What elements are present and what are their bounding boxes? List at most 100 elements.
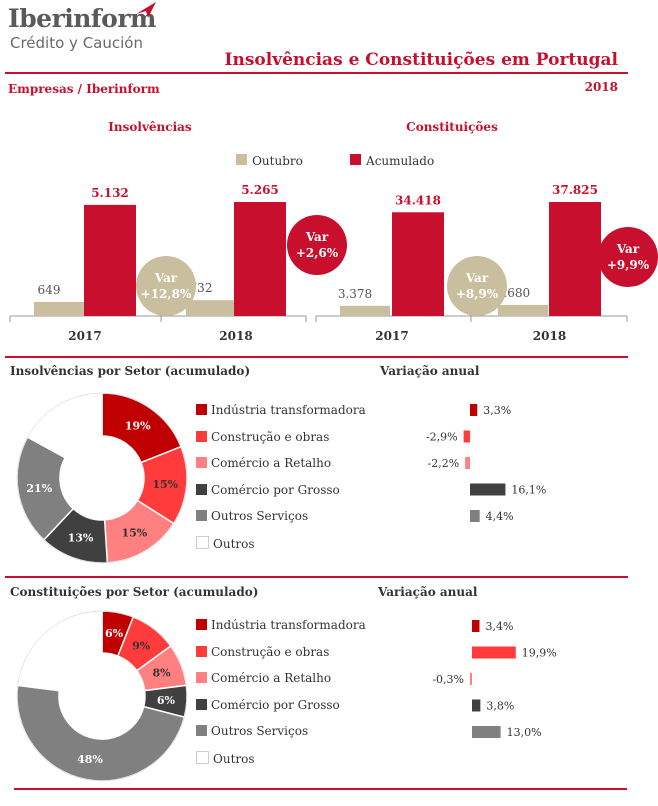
legend-swatch [196,645,207,657]
bar-charts: 20176495.13220187325.265Var+12,8%Var+2,6… [9,183,658,343]
pie-slice-label: 21% [26,482,52,495]
footer-divider [14,788,627,790]
data-label: 37.825 [552,183,598,197]
var-badge-value: +9,9% [607,258,650,272]
var-badge [447,256,507,316]
variation-bar [465,457,470,469]
pie-title-insolvencias: Insolvências por Setor (acumulado) [10,364,251,378]
bar-acumulado-2018 [549,202,601,316]
bar-acumulado-2018 [234,202,286,316]
variation-label: 16,1% [511,484,546,497]
pie-outline [16,610,188,782]
variation-label: -0,3% [432,673,464,686]
legend-label: Outros Serviços [211,509,309,523]
variation-label: 3,4% [485,620,513,633]
legend-item: Comércio a Retalho [196,456,366,483]
legend-swatch [196,483,207,495]
var-badge-label: Var [154,271,178,285]
variation-label: 4,4% [486,510,514,523]
legend-label: Outros [213,751,255,766]
legend-swatch [196,457,207,468]
legend-top: Outubro Acumulado [236,150,434,169]
x-tick-label: 2018 [533,329,566,343]
section-divider-1 [5,356,628,358]
legend-item: Comércio por Grosso [196,698,366,725]
pie-slice-label: 15% [152,478,178,491]
variation-bars-constituicoes: 3,4% 19,9% -0,3% 3,8% 13,0% [432,620,557,739]
pie-slice-5 [16,610,103,692]
bar-outubro-2018 [186,300,236,316]
bar-outubro-2018 [498,304,548,316]
pie-slice-label: 8% [152,666,171,679]
legend-swatch [196,619,207,630]
var-badge-label: Var [616,242,640,256]
report-year: 2018 [584,80,618,94]
variation-bar [472,726,501,738]
legend-label: Indústria transformadora [211,403,366,417]
legend-swatch [196,535,209,549]
x-tick-label: 2018 [219,329,252,343]
legend-swatch [196,750,209,764]
variation-bar [470,483,506,496]
pie-slice-label: 9% [132,639,151,652]
legend-item: Outros Serviços [196,509,366,536]
pie-slice-label: 13% [68,532,94,545]
legend-label: Comércio a Retalho [211,671,332,685]
legend-swatch-outubro [236,154,247,165]
legend-swatch [196,510,207,521]
var-badge [287,215,347,275]
logo-subtitle: Crédito y Caución [10,34,143,52]
legend-label: Comércio por Grosso [211,482,340,497]
bar-outubro-2017 [34,301,84,316]
pie-title-constituicoes: Constituições por Setor (acumulado) [10,585,259,599]
legend-item: Comércio a Retalho [196,671,366,698]
variation-bar [472,646,516,659]
pie-chart-insolvencias: 19% 15% 15% 13% 21% [16,392,188,564]
bar-acumulado-2017 [84,204,136,316]
pie-legend-insolvencias: Indústria transformadora Construção e obr… [196,403,366,562]
variation-label: 3,8% [486,700,514,713]
pie-slice-label: 6% [105,627,124,640]
pie-slice-label: 15% [121,527,147,540]
pie-chart-constituicoes: 6% 9% 8% 6% 48% [16,610,188,782]
var-badge-label: Var [465,271,489,285]
legend-item: Outros [196,750,366,778]
legend-label: Indústria transformadora [211,618,366,632]
legend-label: Outros Serviços [211,724,309,738]
variation-bars-insolvencias: 3,3% -2,9% -2,2% 16,1% 4,4% [426,404,546,523]
variation-bar [470,404,478,416]
chart-title-insolvencias: Insolvências [108,120,192,134]
x-tick-label: 2017 [375,329,408,343]
legend-item: Outros Serviços [196,724,366,751]
variation-label: -2,9% [426,431,458,444]
legend-swatch [196,672,207,683]
variation-label: -2,2% [427,457,459,470]
legend-swatch [196,725,207,736]
data-label: 5.132 [91,186,129,200]
logo-plane-icon [136,2,156,18]
var-badge-label: Var [305,230,329,244]
legend-label: Construção e obras [211,429,330,444]
bar-acumulado-2017 [392,212,444,316]
variation-bar [463,430,470,443]
legend-label: Outros [213,536,255,551]
var-badge-value: +12,8% [141,287,192,301]
data-label: 3.378 [338,287,372,301]
variation-bar [470,510,480,522]
legend-label-acumulado: Acumulado [366,154,435,168]
pie-outline [16,392,188,564]
legend-label: Comércio a Retalho [211,456,332,470]
variation-label: 3,3% [483,404,511,417]
var-badge-value: +2,6% [296,246,339,260]
variation-title-constituicoes: Variação anual [378,585,478,599]
pie-slice-label: 6% [157,694,176,707]
variation-bar [472,699,481,712]
var-badge-value: +8,9% [456,287,499,301]
legend-swatch [196,430,207,442]
data-label: 649 [38,283,61,297]
header-divider [5,72,628,74]
pie-legend-constituicoes: Indústria transformadora Construção e obr… [196,618,366,777]
variation-bar [472,620,480,632]
var-badge [598,227,658,287]
legend-item: Comércio por Grosso [196,483,366,510]
